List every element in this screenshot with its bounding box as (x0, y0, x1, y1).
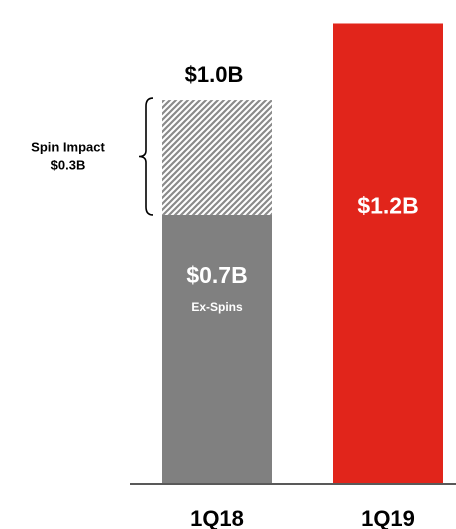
bar-1q18-segment-0 (162, 214, 272, 483)
bar-1q18-segment-1 (162, 100, 272, 215)
bar-value-label-1q18: $0.7B (186, 262, 247, 288)
annotation-bracket (138, 97, 154, 216)
bar-value-label-1q19: $1.2B (357, 192, 418, 218)
bar-sublabel-1q18: Ex-Spins (191, 300, 243, 314)
annotation-text-line-1: $0.3B (51, 158, 86, 173)
annotation-text-line-0: Spin Impact (31, 140, 105, 155)
bar-total-label-1q18: $1.0B (185, 62, 244, 87)
x-tick-label-1q19: 1Q19 (361, 506, 415, 529)
x-tick-label-1q18: 1Q18 (190, 506, 244, 529)
bar-1q19-segment-0 (333, 23, 443, 484)
